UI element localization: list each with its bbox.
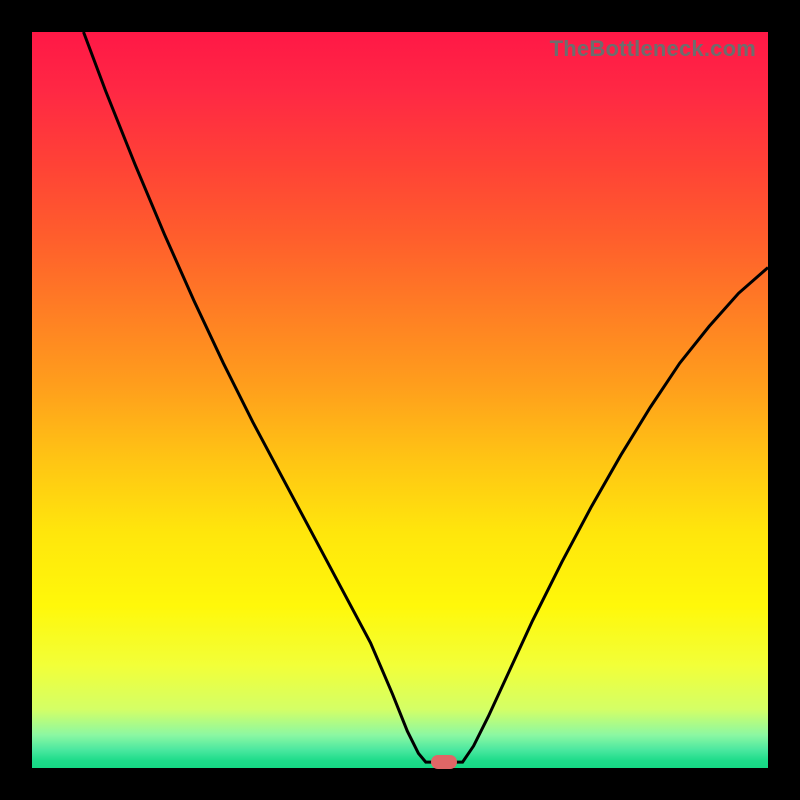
chart-frame: TheBottleneck.com [0, 0, 800, 800]
bottleneck-curve [32, 32, 768, 768]
plot-area [32, 32, 768, 768]
watermark-text: TheBottleneck.com [550, 36, 756, 62]
optimal-marker [431, 755, 457, 769]
curve-path [84, 32, 768, 762]
